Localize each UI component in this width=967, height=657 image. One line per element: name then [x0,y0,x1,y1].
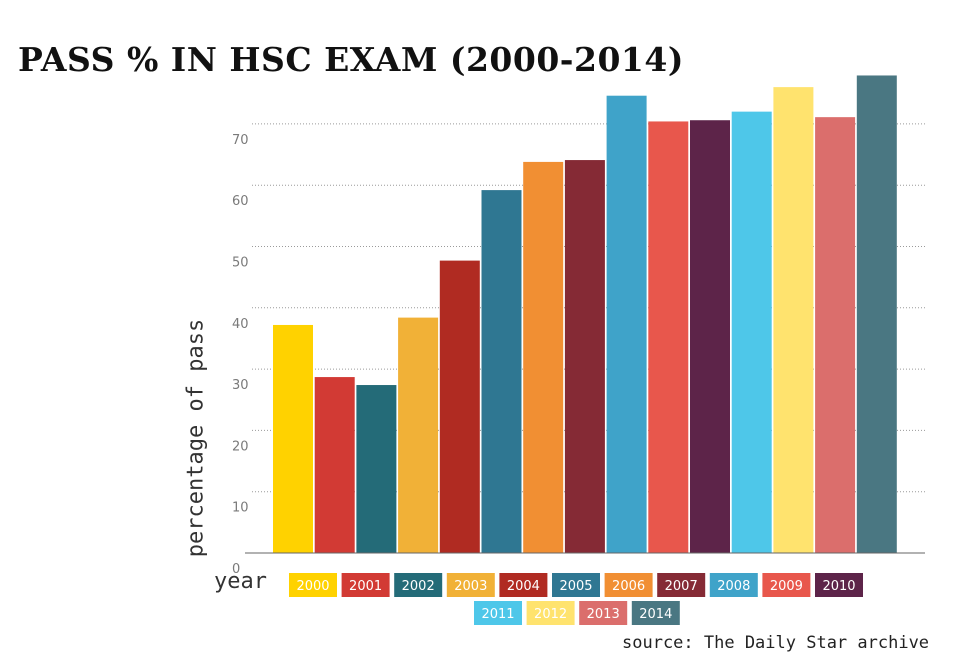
bar-2013 [815,117,856,554]
x-axis-label: year [214,569,267,594]
y-tick-label: 40 [232,317,249,332]
y-tick-label: 60 [232,194,249,209]
legend-label: 2010 [822,579,855,594]
legend-swatch [289,573,337,597]
legend-label: 2013 [587,607,620,622]
bar-2014 [856,75,897,554]
y-tick-label: 30 [232,378,249,393]
legend: 2000 2001 2002 2003 2004 2005 2006 2007 2008 2009… [289,573,863,625]
legend-label: 2006 [612,579,645,594]
y-axis-label: percentage of pass [183,318,209,558]
y-tick-label: 70 [232,133,249,148]
legend-swatch [762,573,811,597]
bar-2007 [564,160,605,553]
legend-label: 2012 [534,607,567,622]
legend-label: 2007 [665,579,698,594]
legend-swatch [526,601,575,625]
bar-2001 [314,377,355,553]
legend-label: 2001 [349,579,382,594]
y-tick-label: 0 [232,562,240,577]
legend-label: 2003 [454,579,487,594]
legend-label: 2009 [770,579,803,594]
bar-2009 [648,121,689,553]
legend-swatch [446,573,495,597]
legend-swatch [631,601,680,625]
y-tick-label: 50 [232,256,249,271]
legend-swatch [709,573,758,597]
bar-2006 [523,161,564,553]
bar-2008 [606,95,647,554]
legend-swatch [579,601,628,625]
bar-2012 [773,87,814,554]
legend-label: 2002 [402,579,435,594]
source-note: source: The Daily Star archive [622,633,930,653]
legend-swatch [394,573,443,597]
legend-swatch [657,573,706,597]
legend-swatch [604,573,653,597]
bar-2005 [481,190,522,553]
bar-2003 [398,317,439,553]
legend-label: 2000 [296,579,329,594]
legend-swatch [499,573,548,597]
bar-2010 [690,120,730,554]
legend-swatch [341,573,390,597]
legend-swatch [815,573,863,597]
legend-label: 2011 [481,607,514,622]
y-tick-label: 20 [232,439,249,454]
bar-2004 [439,260,480,553]
legend-label: 2014 [639,607,672,622]
bars [273,75,897,554]
legend-label: 2008 [717,579,750,594]
bar-2002 [356,385,397,553]
chart-title: PASS % IN HSC EXAM (2000-2014) [18,40,684,79]
legend-swatch [552,573,600,597]
legend-label: 2004 [507,579,540,594]
legend-label: 2005 [559,579,592,594]
bar-2000 [273,324,313,553]
y-tick-labels: 0 10 20 30 40 50 60 70 [232,133,249,577]
bar-2011 [731,111,772,553]
legend-swatch [474,601,522,625]
y-tick-label: 10 [232,501,249,516]
